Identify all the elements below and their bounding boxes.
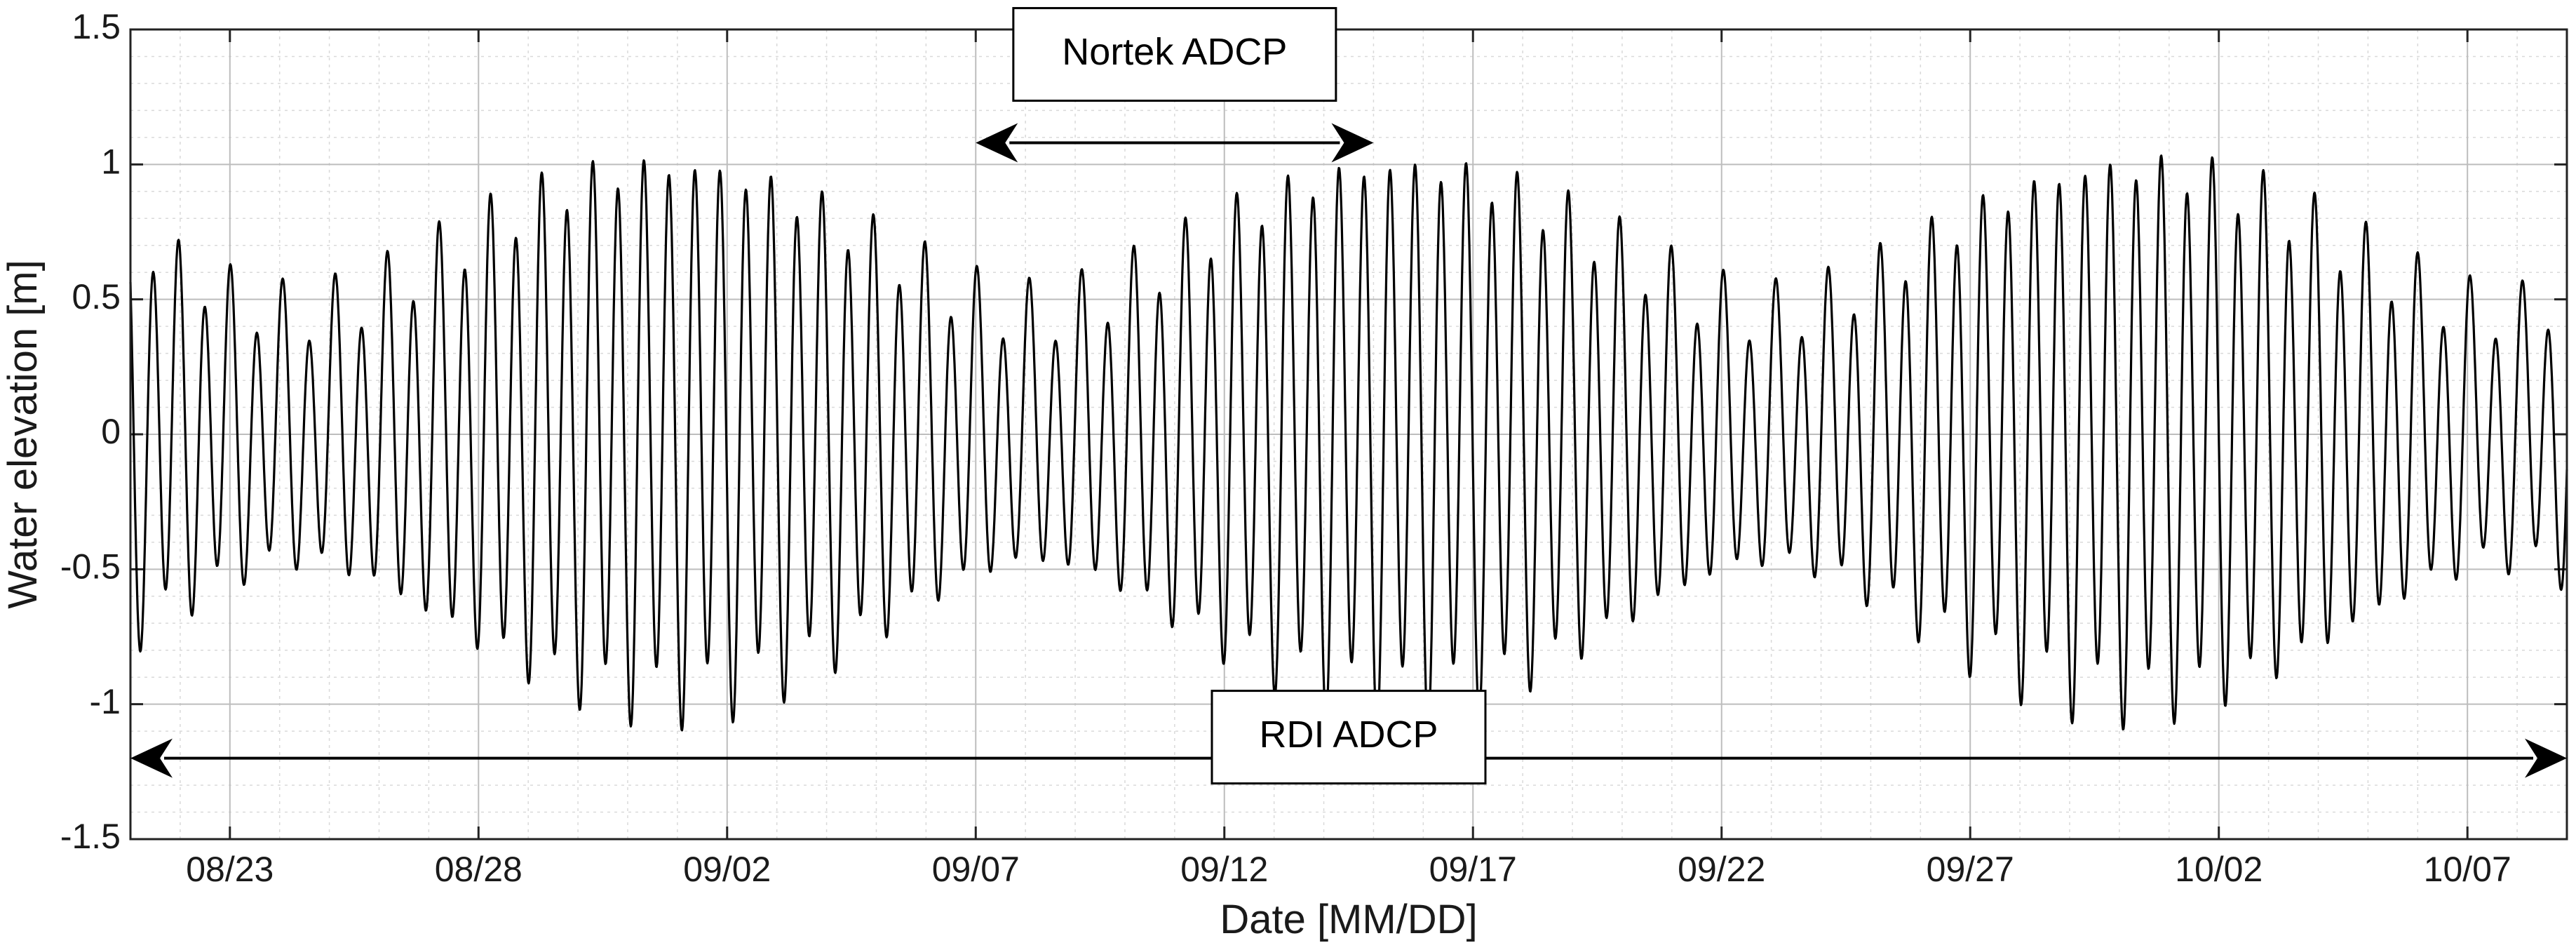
x-tick-label: 10/02 bbox=[2175, 850, 2263, 889]
y-tick-label: -0.5 bbox=[60, 547, 121, 587]
nortek-arrow-head-left bbox=[976, 123, 1018, 163]
x-tick-label: 09/27 bbox=[1927, 850, 2014, 889]
y-axis-label: Water elevation [m] bbox=[0, 260, 46, 608]
nortek-arrow-head-right bbox=[1331, 123, 1374, 163]
x-tick-labels: 08/23 08/28 09/02 09/07 09/12 09/17 09/22 09/27… bbox=[186, 850, 2511, 889]
nortek-label-box bbox=[1012, 7, 1337, 102]
nortek-label: Nortek ADCP bbox=[1062, 31, 1287, 73]
x-tick-label: 08/23 bbox=[186, 850, 274, 889]
x-axis-label: Date [MM/DD] bbox=[1220, 897, 1477, 942]
rdi-label: RDI ADCP bbox=[1259, 714, 1438, 756]
water-elevation-line bbox=[129, 154, 2568, 732]
x-tick-label: 10/07 bbox=[2424, 850, 2511, 889]
x-tick-label: 09/17 bbox=[1429, 850, 1517, 889]
rdi-label-box bbox=[1211, 690, 1487, 785]
y-tick-label: 0.5 bbox=[72, 277, 121, 316]
x-tick-label: 09/02 bbox=[683, 850, 771, 889]
nortek-annotation: Nortek ADCP bbox=[976, 7, 1374, 163]
rdi-arrow-head-right bbox=[2525, 738, 2567, 778]
rdi-arrow-head-left bbox=[130, 738, 173, 778]
x-tick-label: 08/28 bbox=[435, 850, 522, 889]
y-tick-label: 1.5 bbox=[72, 7, 121, 46]
plot-frame bbox=[129, 28, 2568, 841]
y-tick-label: -1 bbox=[90, 682, 121, 721]
x-tick-label: 09/12 bbox=[1180, 850, 1268, 889]
y-tick-label: -1.5 bbox=[60, 817, 121, 856]
y-tick-labels: 1.5 1 0.5 0 -0.5 -1 -1.5 bbox=[60, 7, 121, 856]
y-tick-label: 0 bbox=[101, 412, 121, 451]
y-tick-label: 1 bbox=[101, 142, 121, 182]
x-tick-label: 09/22 bbox=[1678, 850, 1765, 889]
rdi-annotation: RDI ADCP bbox=[130, 690, 2567, 785]
x-tick-label: 09/07 bbox=[932, 850, 1020, 889]
